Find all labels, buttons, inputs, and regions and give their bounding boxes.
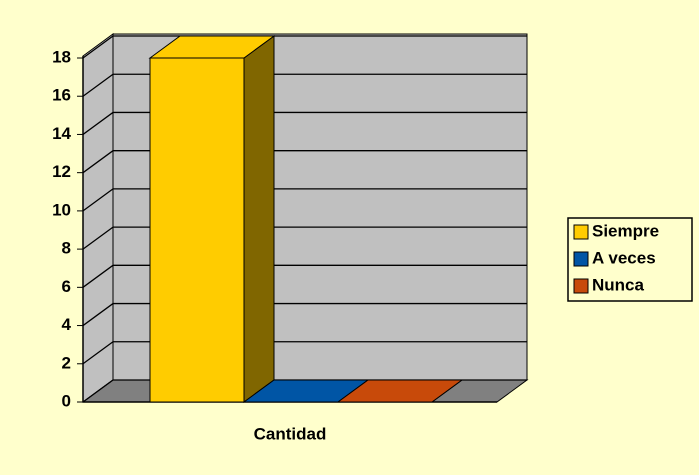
grid-line <box>82 73 527 97</box>
legend-label: A veces <box>592 248 656 267</box>
grid-line <box>82 226 527 250</box>
bar-top <box>336 379 464 403</box>
bar-side <box>243 35 275 403</box>
legend-label: Siempre <box>592 221 659 240</box>
grid-line <box>82 302 527 327</box>
y-tick-label: 14 <box>52 124 71 143</box>
y-tick-label: 2 <box>62 353 71 372</box>
grid-line <box>82 111 527 135</box>
grid-line <box>82 264 527 288</box>
y-tick-label: 8 <box>62 239 71 258</box>
grid-line <box>82 341 527 365</box>
y-tick-label: 18 <box>52 47 71 66</box>
y-tick-label: 10 <box>52 200 71 219</box>
side-wall <box>82 33 114 403</box>
y-tick-label: 12 <box>52 162 71 181</box>
y-tick-label: 0 <box>62 391 71 410</box>
legend-swatch <box>573 224 589 240</box>
grid-line <box>82 188 527 212</box>
x-tick-label: Cantidad <box>254 424 327 443</box>
grid-line <box>82 150 527 174</box>
grid-line <box>82 35 527 59</box>
y-tick-label: 16 <box>52 86 71 105</box>
legend-swatch <box>573 278 589 294</box>
y-tick-label: 6 <box>62 277 71 296</box>
y-tick-label: 4 <box>62 315 72 334</box>
bar <box>149 57 245 403</box>
legend-box <box>567 217 693 302</box>
legend-swatch <box>573 251 589 267</box>
legend-label: Nunca <box>592 275 645 294</box>
